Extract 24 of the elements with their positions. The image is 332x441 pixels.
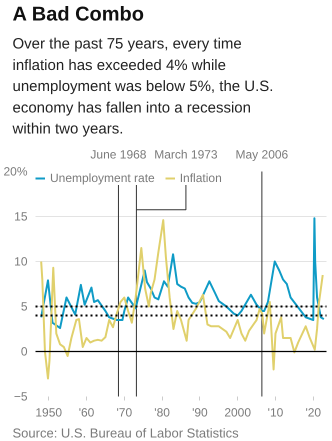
y-tick-label: 10 — [14, 254, 28, 268]
source-note: Source: U.S. Bureau of Labor Statistics — [12, 426, 240, 440]
legend-label: Unemployment rate — [50, 171, 155, 185]
x-tick-label: '80 — [154, 406, 170, 420]
chart-subtitle: Over the past 75 years, every time inflation has exceeded 4% while unemployment was below 5%, the U.S. economy has fallen into a recession within two years. — [12, 36, 274, 138]
legend-label: Inflation — [180, 171, 222, 185]
x-tick-label: '70 — [116, 406, 132, 420]
y-tick-label: 5 — [20, 300, 28, 314]
x-tick-label: '10 — [268, 406, 284, 420]
x-tick-label: 1950 — [35, 406, 62, 420]
y-tick-label: 0 — [20, 344, 28, 358]
y-tick-label: −5 — [14, 390, 28, 404]
line-series — [40, 217, 325, 330]
x-tick-label: '90 — [192, 406, 208, 420]
x-tick-label: '20 — [305, 406, 322, 420]
ref-line-label: May 2006 — [236, 148, 289, 162]
x-tick-label: 2000 — [224, 406, 252, 420]
ref-line-label: June 1968 — [90, 148, 147, 162]
y-tick-label: 15 — [14, 210, 28, 224]
y-tick-label: 20% — [3, 164, 28, 178]
chart-title: A Bad Combo — [12, 4, 144, 26]
line-series — [40, 219, 324, 380]
ref-line-label: March 1973 — [154, 148, 218, 162]
x-tick-label: '60 — [78, 406, 95, 420]
